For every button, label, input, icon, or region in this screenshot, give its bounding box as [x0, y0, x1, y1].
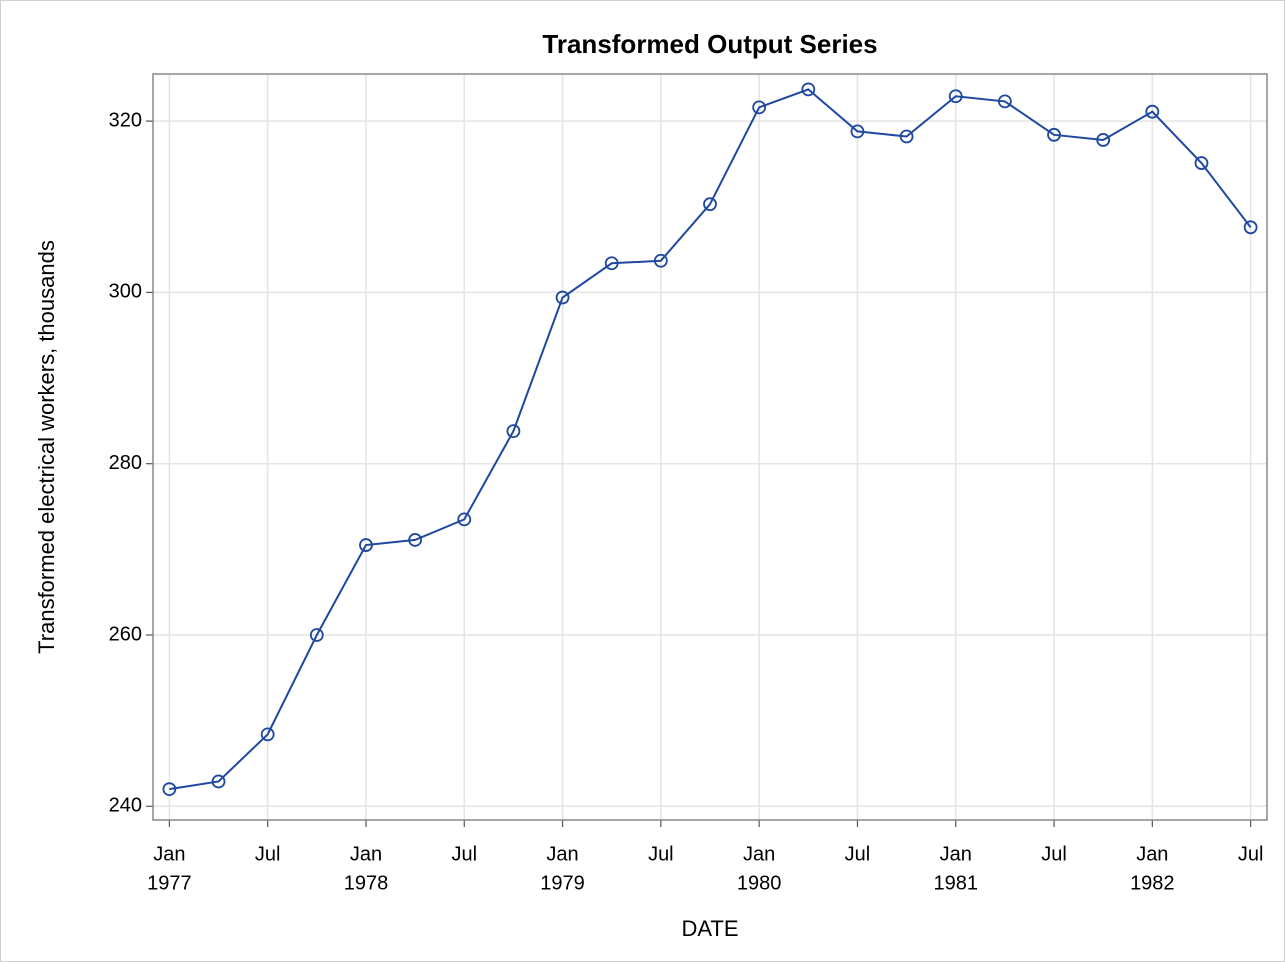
marker [899, 129, 914, 144]
marker [555, 290, 570, 305]
plot-frame [152, 73, 1268, 821]
x-tick-label: Jan [153, 843, 185, 865]
y-tick-label: 300 [109, 281, 142, 303]
x-tick-label: Jan [546, 843, 578, 865]
marker [752, 100, 767, 115]
x-axis-label: DATE [681, 916, 738, 941]
marker [457, 512, 472, 527]
y-tick-label: 240 [109, 795, 142, 817]
x-tick-label: 1982 [1130, 872, 1175, 894]
marker [359, 538, 373, 552]
x-tick-label: 1977 [147, 872, 192, 894]
marker [309, 628, 324, 642]
x-tick-label: Jan [940, 843, 972, 865]
marker [948, 89, 963, 104]
x-tick-label: Jul [1238, 843, 1264, 865]
marker [850, 124, 865, 139]
x-tick-label: Jul [1041, 843, 1067, 865]
marker [604, 256, 619, 271]
y-tick-label: 320 [109, 109, 142, 131]
x-tick-label: 1980 [737, 872, 782, 894]
marker [211, 774, 226, 789]
marker [408, 533, 423, 547]
marker [1047, 127, 1061, 142]
x-tick-label: 1979 [540, 872, 585, 894]
x-tick-label: Jul [451, 843, 477, 865]
y-axis-label: Transformed electrical workers, thousand… [34, 240, 59, 654]
marker [1194, 156, 1209, 170]
chart-title: Transformed Output Series [542, 29, 877, 59]
y-tick-label: 260 [109, 623, 142, 645]
marker [997, 94, 1012, 109]
x-tick-label: Jul [648, 843, 674, 865]
x-tick-label: Jul [845, 843, 871, 865]
marker [162, 782, 177, 797]
marker [703, 197, 717, 212]
marker [1243, 220, 1258, 235]
marker [506, 424, 521, 439]
x-tick-label: 1978 [344, 872, 389, 894]
x-tick-label: Jan [743, 843, 775, 865]
y-tick-label: 280 [109, 452, 142, 474]
x-tick-label: Jan [1136, 843, 1168, 865]
marker [1096, 133, 1111, 147]
x-tick-label: Jul [255, 843, 281, 865]
marker [260, 727, 275, 742]
marker [1145, 104, 1160, 119]
marker [801, 82, 816, 97]
line [169, 88, 1252, 791]
x-tick-label: 1981 [933, 872, 978, 894]
x-tick-label: Jan [350, 843, 382, 865]
marker [653, 253, 668, 268]
